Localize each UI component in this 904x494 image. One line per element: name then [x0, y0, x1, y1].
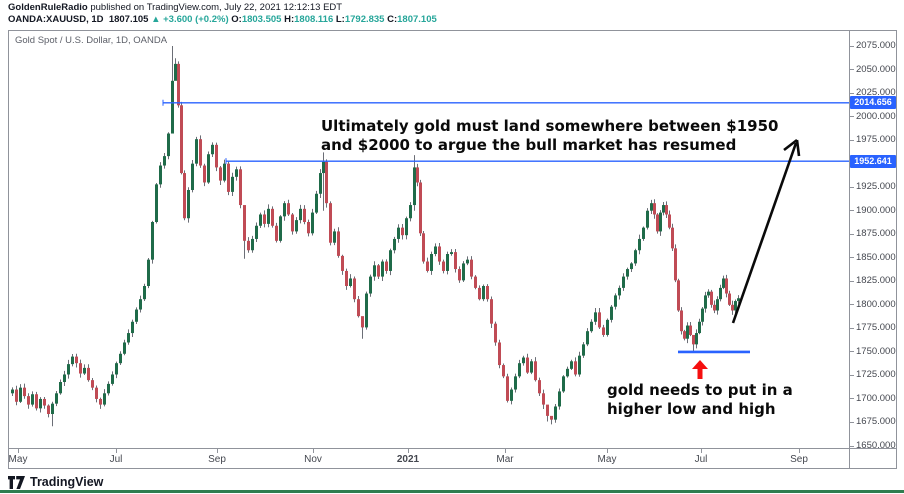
price-axis-label: 1875.000 [856, 228, 896, 240]
tradingview-logo-icon [8, 475, 25, 489]
time-tick [701, 449, 702, 453]
price-axis-label: 1700.000 [856, 392, 896, 404]
price-axis-label: 1900.000 [856, 204, 896, 216]
time-tick [505, 449, 506, 453]
time-axis-label: May [8, 454, 28, 465]
price-tick [850, 139, 854, 141]
symbol-ohlc-line: OANDA:XAUUSD, 1D 1807.105 ▲ +3.600 (+0.2… [8, 14, 437, 26]
price-tick [850, 257, 854, 259]
price-tick [850, 374, 854, 376]
price-change: ▲ +3.600 (+0.2%) [151, 14, 229, 25]
price-tick [850, 210, 854, 212]
price-tick [850, 398, 854, 400]
price-axis-label: 1800.000 [856, 298, 896, 310]
time-axis-label: Sep [208, 454, 226, 465]
price-axis-label: 2050.000 [856, 63, 896, 75]
tradingview-logo[interactable]: TradingView [8, 475, 103, 489]
price-axis-label: 1775.000 [856, 322, 896, 334]
price-tick [850, 69, 854, 71]
close-label: C: [387, 14, 398, 25]
price-level-badge-2014: 2014.656 [850, 96, 896, 110]
price-axis-label: 2025.000 [856, 87, 896, 99]
price-axis-label: 1825.000 [856, 275, 896, 287]
close-value: 1807.105 [397, 14, 437, 25]
time-axis-label: Sep [790, 454, 808, 465]
price-tick [850, 186, 854, 188]
price-axis-label: 2000.000 [856, 110, 896, 122]
price-tick [850, 233, 854, 235]
time-tick [799, 449, 800, 453]
price-tick [850, 421, 854, 423]
price-axis-label: 1850.000 [856, 251, 896, 263]
time-tick [18, 449, 19, 453]
price-tick [850, 351, 854, 353]
high-label: H: [284, 14, 295, 25]
price-tick [850, 327, 854, 329]
price-level-badge-1952: 1952.641 [850, 154, 896, 168]
annotation-upper-line2: and $2000 to argue the bull market has r… [321, 136, 737, 154]
price-axis-separator [849, 30, 850, 469]
price-axis-label: 2075.000 [856, 40, 896, 51]
high-value: 1808.116 [294, 14, 334, 25]
time-tick [116, 449, 117, 453]
price-axis-label: 1650.000 [856, 440, 896, 451]
price-tick [850, 445, 854, 447]
time-tick [607, 449, 608, 453]
annotation-upper-line1: Ultimately gold must land somewhere betw… [321, 117, 779, 135]
low-label: L: [335, 14, 345, 25]
price-tick [850, 45, 854, 47]
tradingview-logo-text: TradingView [30, 475, 104, 489]
price-tick [850, 92, 854, 94]
time-axis-label: Nov [304, 454, 322, 465]
annotation-lower-line2: higher low and high [607, 400, 776, 418]
price-axis-label: 1975.000 [856, 134, 896, 146]
price-tick [850, 280, 854, 282]
time-tick [313, 449, 314, 453]
brand-bottom-bar [0, 490, 904, 493]
price-axis-label: 1725.000 [856, 369, 896, 381]
annotation-lower-line1: gold needs to put in a [607, 381, 793, 399]
price-axis-label: 1750.000 [856, 345, 896, 357]
price-axis-label: 1675.000 [856, 416, 896, 428]
publisher-name: GoldenRuleRadio [8, 2, 88, 13]
published-line: GoldenRuleRadio published on TradingView… [8, 2, 342, 14]
low-value: 1792.835 [344, 14, 385, 25]
annotation-lower-text: gold needs to put in a higher low and hi… [607, 381, 793, 419]
symbol-label: OANDA:XAUUSD, 1D [8, 14, 104, 25]
time-tick [408, 449, 409, 453]
last-price: 1807.105 [108, 14, 149, 25]
annotation-upper-text: Ultimately gold must land somewhere betw… [321, 117, 778, 155]
time-axis-label: Mar [496, 454, 514, 465]
time-axis-label: 2021 [396, 454, 420, 465]
price-tick [850, 116, 854, 118]
price-tick [850, 304, 854, 306]
chart-legend-title: Gold Spot / U.S. Dollar, 1D, OANDA [15, 35, 168, 46]
time-axis-label: Jul [694, 454, 708, 465]
published-text: published on TradingView.com, July 22, 2… [87, 2, 343, 13]
time-axis-label: Jul [109, 454, 123, 465]
open-label: O: [231, 14, 242, 25]
time-tick [217, 449, 218, 453]
price-axis-label: 1925.000 [856, 181, 896, 193]
time-axis-label: May [597, 454, 617, 465]
chart-frame [8, 30, 897, 469]
time-axis-separator [8, 448, 897, 449]
open-value: 1803.505 [241, 14, 282, 25]
